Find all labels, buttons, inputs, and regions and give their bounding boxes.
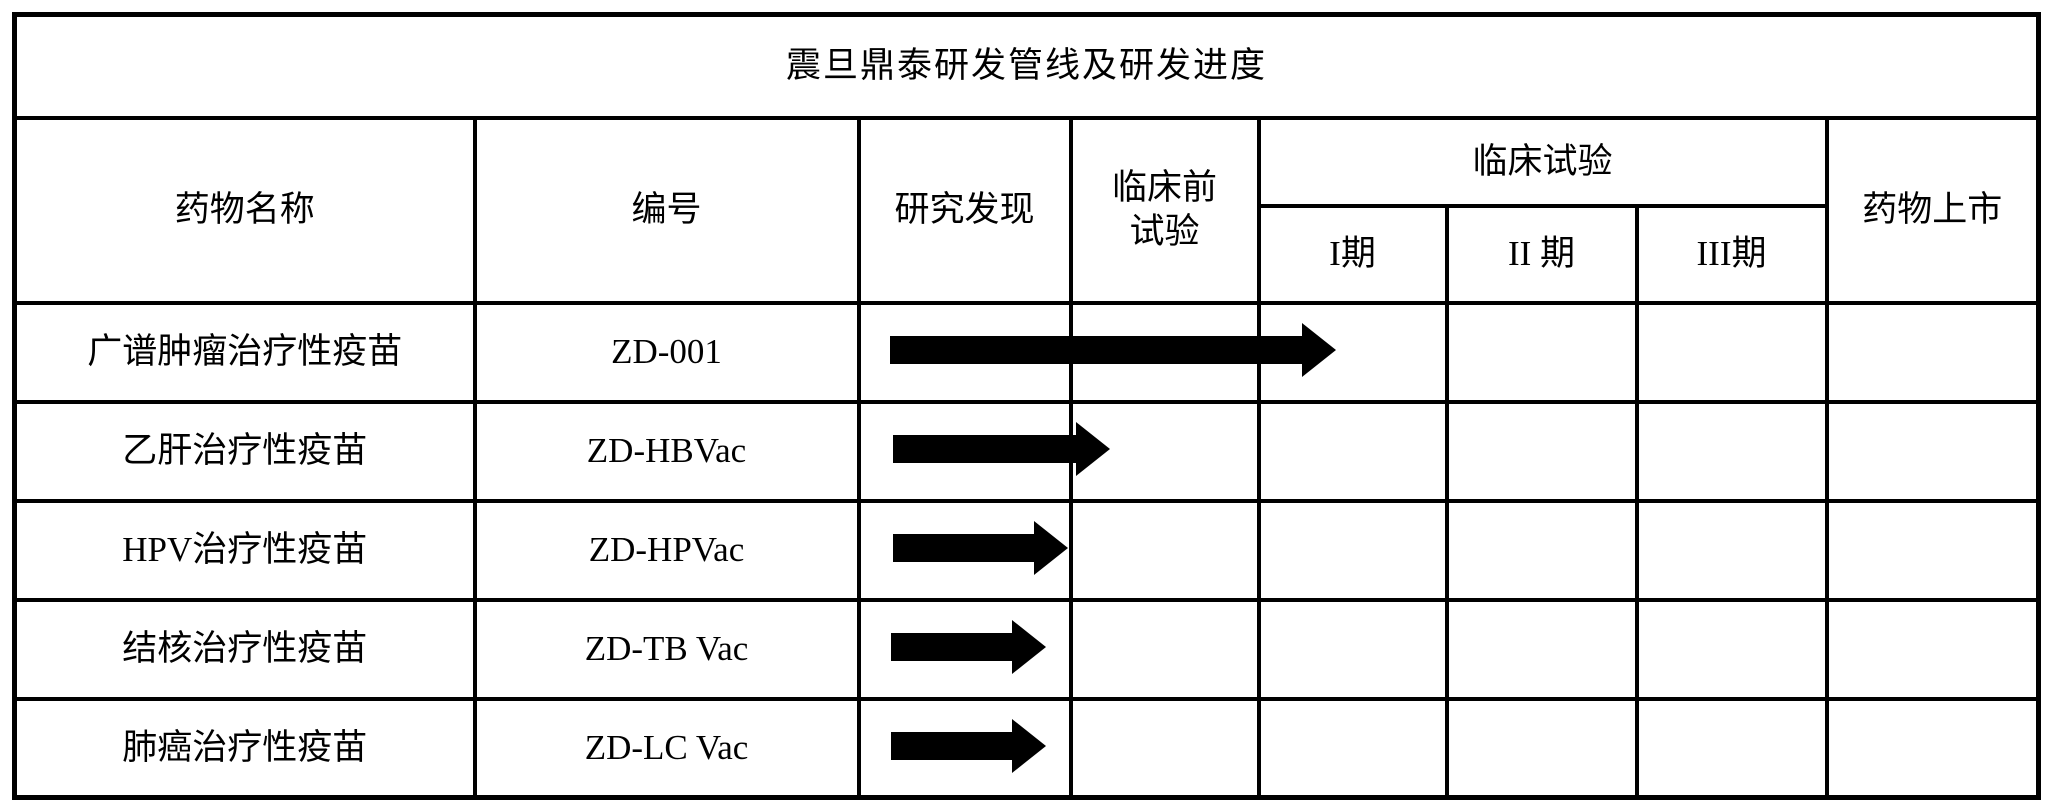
stage-cell-phase-3 bbox=[1634, 597, 1829, 701]
stage-cell-preclinical bbox=[1068, 300, 1261, 404]
table-row: 广谱肿瘤治疗性疫苗 ZD-001 bbox=[12, 300, 2041, 404]
table-title: 震旦鼎泰研发管线及研发进度 bbox=[12, 12, 2041, 120]
col-header-clinical-trials: 临床试验 bbox=[1256, 115, 1829, 208]
drug-name-cell: 肺癌治疗性疫苗 bbox=[12, 696, 477, 800]
stage-cell-phase-2 bbox=[1444, 696, 1639, 800]
header-row-phases: I期 II 期 III期 bbox=[15, 203, 2039, 305]
stage-cell-discovery bbox=[856, 399, 1073, 503]
drug-code-cell: ZD-LC Vac bbox=[472, 696, 861, 800]
col-header-code: 编号 bbox=[472, 115, 861, 305]
drug-name-cell: HPV治疗性疫苗 bbox=[12, 498, 477, 602]
stage-cell-phase-2 bbox=[1444, 597, 1639, 701]
table-row: HPV治疗性疫苗 ZD-HPVac bbox=[12, 498, 2041, 602]
stage-cell-phase-3 bbox=[1634, 300, 1829, 404]
col-header-phase-3: III期 bbox=[1634, 203, 1829, 305]
stage-cell-discovery bbox=[856, 696, 1073, 800]
stage-cell-phase-1 bbox=[1256, 300, 1449, 404]
col-header-preclinical: 临床前 试验 bbox=[1068, 115, 1261, 305]
stage-cell-preclinical bbox=[1068, 597, 1261, 701]
stage-cell-market bbox=[1824, 696, 2041, 800]
stage-cell-discovery bbox=[856, 597, 1073, 701]
stage-cell-discovery bbox=[856, 300, 1073, 404]
stage-cell-market bbox=[1824, 498, 2041, 602]
stage-cell-market bbox=[1824, 399, 2041, 503]
stage-cell-phase-1 bbox=[1256, 597, 1449, 701]
table-row: 肺癌治疗性疫苗 ZD-LC Vac bbox=[12, 696, 2041, 800]
col-header-phase-2: II 期 bbox=[1444, 203, 1639, 305]
stage-cell-market bbox=[1824, 300, 2041, 404]
drug-name-cell: 广谱肿瘤治疗性疫苗 bbox=[12, 300, 477, 404]
table-row: 乙肝治疗性疫苗 ZD-HBVac bbox=[12, 399, 2041, 503]
stage-cell-phase-2 bbox=[1444, 498, 1639, 602]
header-row-top: 药物名称 编号 研究发现 临床前 试验 临床试验 药物上市 bbox=[12, 115, 2041, 305]
stage-cell-market bbox=[1824, 597, 2041, 701]
drug-name-cell: 结核治疗性疫苗 bbox=[12, 597, 477, 701]
stage-cell-phase-1 bbox=[1256, 696, 1449, 800]
stage-cell-phase-3 bbox=[1634, 696, 1829, 800]
stage-cell-preclinical bbox=[1068, 696, 1261, 800]
drug-name-cell: 乙肝治疗性疫苗 bbox=[12, 399, 477, 503]
title-row: 震旦鼎泰研发管线及研发进度 bbox=[12, 12, 2041, 120]
stage-cell-phase-1 bbox=[1256, 399, 1449, 503]
col-header-drug-name: 药物名称 bbox=[12, 115, 477, 305]
drug-code-cell: ZD-HPVac bbox=[472, 498, 861, 602]
stage-cell-phase-2 bbox=[1444, 399, 1639, 503]
stage-cell-preclinical bbox=[1068, 498, 1261, 602]
stage-cell-phase-1 bbox=[1256, 498, 1449, 602]
drug-code-cell: ZD-001 bbox=[472, 300, 861, 404]
drug-code-cell: ZD-TB Vac bbox=[472, 597, 861, 701]
stage-cell-phase-3 bbox=[1634, 498, 1829, 602]
pipeline-table: 震旦鼎泰研发管线及研发进度 药物名称 编号 研究发现 临床前 试验 临床试验 药… bbox=[12, 12, 2042, 800]
drug-code-cell: ZD-HBVac bbox=[472, 399, 861, 503]
col-header-phase-1: I期 bbox=[1256, 203, 1449, 305]
table-row: 结核治疗性疫苗 ZD-TB Vac bbox=[12, 597, 2041, 701]
stage-cell-phase-2 bbox=[1444, 300, 1639, 404]
col-header-discovery: 研究发现 bbox=[856, 115, 1073, 305]
stage-cell-preclinical bbox=[1068, 399, 1261, 503]
stage-cell-discovery bbox=[856, 498, 1073, 602]
stage-cell-phase-3 bbox=[1634, 399, 1829, 503]
col-header-market: 药物上市 bbox=[1824, 115, 2041, 305]
